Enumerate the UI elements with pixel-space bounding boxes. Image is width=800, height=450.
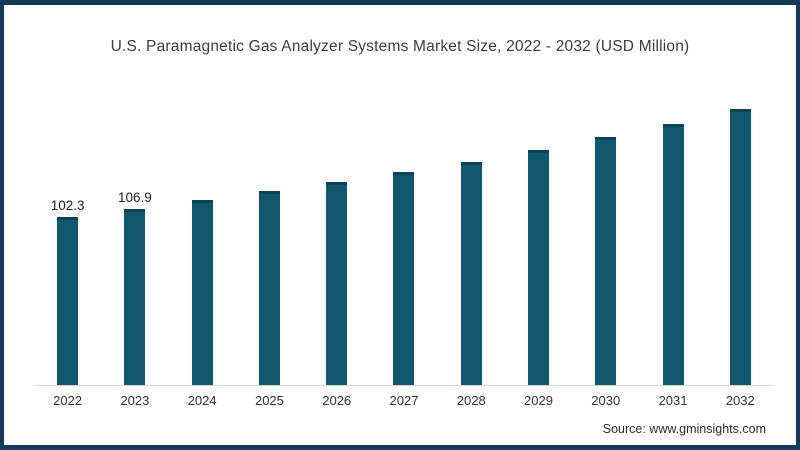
bar-column-2023: 106.9 (101, 105, 168, 385)
bar-2023 (124, 208, 146, 385)
x-axis-label-2027: 2027 (389, 393, 419, 408)
bar-column-2022: 102.3 (34, 105, 101, 385)
chart-title: U.S. Paramagnetic Gas Analyzer Systems M… (110, 38, 690, 55)
x-axis-label-2026: 2026 (322, 393, 352, 408)
x-axis-label-2025: 2025 (254, 393, 284, 408)
bar-2032 (729, 109, 751, 385)
bar-column-2028 (438, 105, 505, 385)
bar-2025 (258, 191, 280, 385)
bar-2030 (595, 136, 617, 385)
bar-2027 (393, 172, 415, 385)
bar-column-2030 (572, 105, 639, 385)
x-axis-label-2032: 2032 (725, 393, 755, 408)
plot-area: 102.3 106.9 (34, 105, 774, 386)
bar-2028 (460, 161, 482, 385)
bar-2029 (527, 150, 549, 385)
bar-column-2027 (370, 105, 437, 385)
bar-column-2031 (639, 105, 706, 385)
bar-column-2029 (505, 105, 572, 385)
bar-2031 (662, 124, 684, 385)
x-axis-label-2024: 2024 (187, 393, 217, 408)
bar-column-2026 (303, 105, 370, 385)
x-axis-label-2028: 2028 (456, 393, 486, 408)
bar-2024 (191, 199, 213, 385)
bar-2022 (57, 216, 79, 385)
x-axis-label-2031: 2031 (658, 393, 688, 408)
bar-value-label: 106.9 (118, 189, 152, 205)
x-axis-label-2030: 2030 (591, 393, 621, 408)
bar-column-2024 (169, 105, 236, 385)
x-axis-label-2023: 2023 (120, 393, 150, 408)
bar-column-2025 (236, 105, 303, 385)
x-axis-label-2029: 2029 (524, 393, 553, 408)
x-axis: 2022 2023 2024 2025 2026 2027 2028 2029 2030 2031… (34, 393, 774, 408)
source-note: Source: www.gminsights.com (602, 422, 766, 436)
x-axis-label-2022: 2022 (53, 393, 83, 408)
bar-column-2032 (707, 105, 774, 385)
bar-2026 (326, 181, 348, 385)
bar-value-label: 102.3 (50, 197, 85, 213)
